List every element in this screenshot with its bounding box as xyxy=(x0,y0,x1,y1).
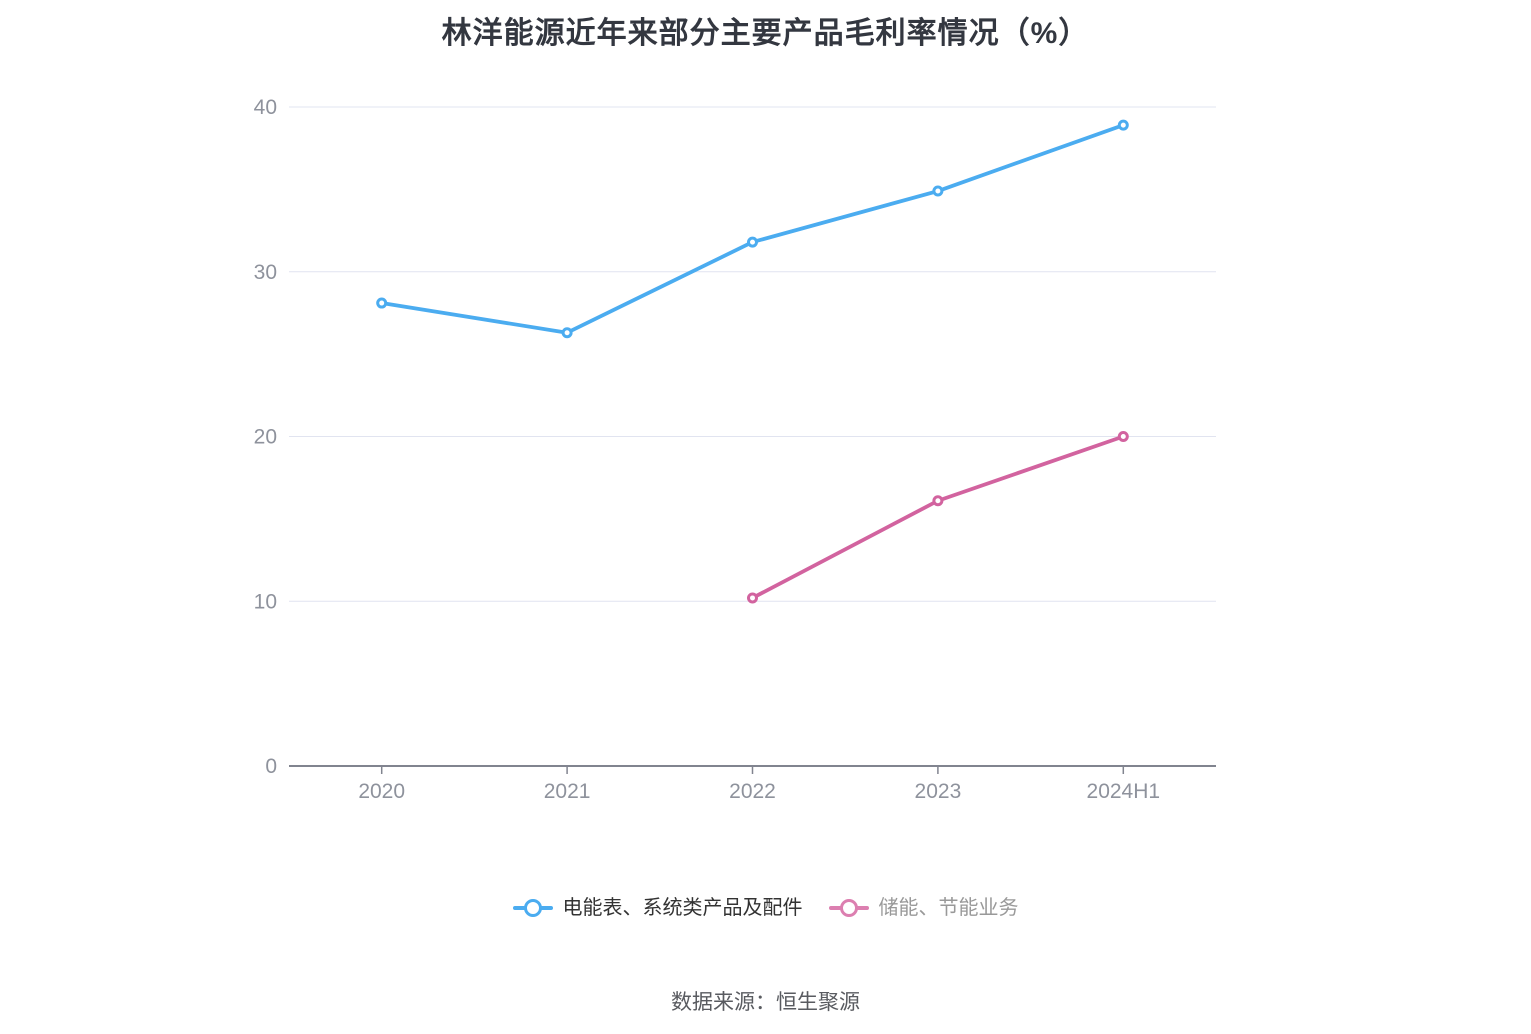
x-axis-tick-label: 2021 xyxy=(544,780,591,803)
x-axis-tick-label: 2024H1 xyxy=(1087,780,1161,803)
x-axis-tick-label: 2020 xyxy=(358,780,405,803)
data-point-marker[interactable] xyxy=(1117,431,1129,442)
series-line-0 xyxy=(379,123,1126,335)
legend-item-series-1[interactable]: 储能、节能业务 xyxy=(828,897,1019,919)
data-point-marker[interactable] xyxy=(1117,119,1129,131)
line-series-marker-icon xyxy=(512,898,553,918)
x-axis-tick-label: 2023 xyxy=(915,780,962,803)
data-point-marker[interactable] xyxy=(747,236,758,248)
data-point-marker[interactable] xyxy=(747,592,758,604)
data-point-marker[interactable] xyxy=(376,297,388,309)
line-series-marker-icon xyxy=(828,898,869,918)
data-point-marker[interactable] xyxy=(932,495,944,507)
data-source-note: 数据来源：恒生聚源 xyxy=(671,991,860,1014)
y-axis-tick-label: 40 xyxy=(254,96,277,119)
chart-title: 林洋能源近年来部分主要产品毛利率情况（%） xyxy=(441,17,1090,50)
legend-item-label: 电能表、系统类产品及配件 xyxy=(562,897,803,919)
legend: 电能表、系统类产品及配件 储能、节能业务 xyxy=(0,898,1531,918)
series-line-1 xyxy=(750,434,1126,600)
legend-item-series-0[interactable]: 电能表、系统类产品及配件 xyxy=(512,897,803,919)
y-axis-tick-label: 30 xyxy=(254,261,277,284)
x-axis-tick-label: 2022 xyxy=(729,780,776,803)
data-point-marker[interactable] xyxy=(561,327,573,339)
y-axis-tick-label: 20 xyxy=(254,426,277,449)
data-point-marker[interactable] xyxy=(932,185,944,197)
y-axis-tick-label: 0 xyxy=(265,755,277,778)
legend-item-label: 储能、节能业务 xyxy=(878,897,1019,919)
y-axis-tick-label: 10 xyxy=(254,590,277,613)
